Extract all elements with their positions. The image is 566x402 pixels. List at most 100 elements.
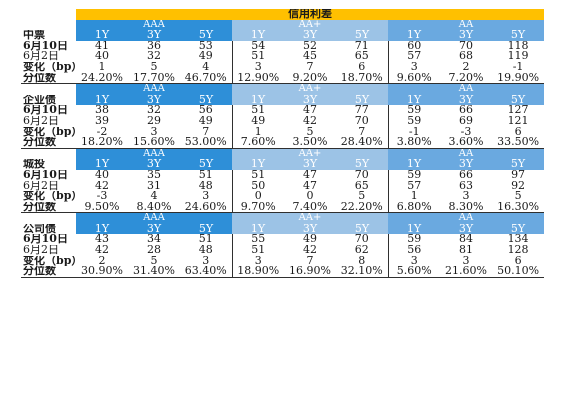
rating-label-right [492,83,545,95]
value-cell: 3.60% [448,137,484,149]
value-cell: 55 [231,234,284,246]
value-cell: 71 [354,40,369,52]
value-cell: 59 [387,234,440,246]
value-cell: 65 [354,51,369,62]
value-cell: 49 [303,234,317,246]
value-cell: 1 [387,191,440,202]
section-spacer [21,212,76,224]
value-cell: 5 [150,255,158,267]
value-cell: 24.20% [81,72,123,84]
row-label: 分位数 [21,137,76,149]
rating-label-right [180,212,232,224]
value-cell: 49 [231,115,284,127]
value-cell: 42 [95,245,109,256]
tenor-label: 1Y [232,94,284,106]
tenor-label: 1Y [76,94,128,106]
value-cell: 28.40% [340,137,383,149]
value-cell: 5 [306,126,314,138]
row-label: 分位数 [21,201,76,213]
value-cell: 52 [303,40,317,52]
value-cell: 51 [198,169,213,181]
rating-label-left [76,83,128,95]
value-cell: 5 [358,191,366,202]
value-cell: 50.10% [492,266,545,278]
value-cell: 6 [514,255,522,267]
value-cell: 70 [459,40,473,52]
value-cell: 42 [303,115,317,127]
value-cell: 12.90% [231,72,284,84]
data-row-change: 变化（bp） 2 5 3 3 7 8 3 3 6 [21,255,544,267]
value-cell: 3 [387,61,440,73]
rating-label-left [388,83,440,95]
rating-header-row: AAA AA+ AA [21,19,545,31]
rating-label-right [336,19,388,31]
rating-label-left [232,147,284,160]
data-row-pct: 分位数 24.20% 17.70% 46.70% 12.90% 9.20% 18.70% 9.… [21,72,544,84]
value-cell: 19.90% [497,72,540,84]
row-label: 6月10日 [21,105,76,116]
value-cell: 5.60% [387,266,440,278]
value-cell: 3 [202,191,210,202]
value-cell: 9.70% [231,201,284,213]
value-cell: 56 [387,245,440,256]
tenor-header-row: 公司债 1Y 3Y 5Y 1Y 3Y 5Y 1Y 3Y 5Y [21,223,545,235]
tenor-label: 1Y [232,30,284,41]
value-cell: 7 [306,255,314,267]
tenor-label: 5Y [180,159,232,170]
value-cell: 97 [511,169,526,181]
rating-label: AA [440,83,492,95]
tenor-label: 5Y [180,94,232,106]
value-cell: -1 [387,126,440,138]
value-cell: 6 [514,126,522,138]
value-cell: -1 [512,61,524,73]
value-cell: 3 [462,255,470,267]
row-label: 6月10日 [21,169,76,181]
rating-label: AAA [128,83,180,95]
rating-label-left [388,19,440,31]
value-cell: 3.50% [292,137,328,149]
rating-label-right [180,83,232,95]
tenor-label: 5Y [180,223,232,235]
rating-label-right [492,212,545,224]
value-cell: 66 [459,169,473,181]
value-cell: 48 [198,180,213,192]
row-label: 变化（bp） [21,191,76,202]
value-cell: 8.30% [448,201,484,213]
value-cell: -2 [96,126,108,138]
value-cell: 51 [231,105,284,116]
value-cell: 32 [147,51,161,62]
row-label: 6月2日 [21,180,76,192]
section-name: 城投 [21,159,76,170]
value-cell: 3 [202,255,210,267]
value-cell: 7 [358,126,366,138]
section-spacer [21,83,76,95]
value-cell: 56 [198,105,213,116]
data-row-change: 变化（bp） -3 4 3 0 0 5 1 3 5 [21,191,544,202]
value-cell: 7 [306,61,314,73]
data-row-jun2: 6月2日 42 31 48 50 47 65 57 63 92 [21,180,544,192]
tenor-label: 5Y [492,223,545,235]
data-row-change: 变化（bp） 1 5 4 3 7 6 3 2 -1 [21,61,544,73]
value-cell: 59 [387,115,440,127]
tenor-label: 1Y [76,159,128,170]
rating-label-left [232,19,284,31]
tenor-label: 3Y [128,94,180,106]
value-cell: 18.70% [340,72,383,84]
rating-label: AAA [128,19,180,31]
rating-label-left [232,83,284,95]
value-cell: 21.60% [440,266,492,278]
value-cell: 9.20% [292,72,328,84]
tenor-label: 5Y [336,94,388,106]
rating-label: AA [440,19,492,31]
value-cell: 47 [303,105,317,116]
value-cell: 118 [507,40,529,52]
value-cell: 3 [387,255,440,267]
data-row-pct: 分位数 30.90% 31.40% 63.40% 18.90% 16.90% 32.10% 5… [21,266,545,278]
value-cell: 51 [231,245,284,256]
value-cell: 63.40% [180,266,232,278]
rating-label-left [232,212,284,224]
rating-label-right [492,147,545,160]
tenor-label: 3Y [128,159,180,170]
value-cell: 29 [147,115,161,127]
